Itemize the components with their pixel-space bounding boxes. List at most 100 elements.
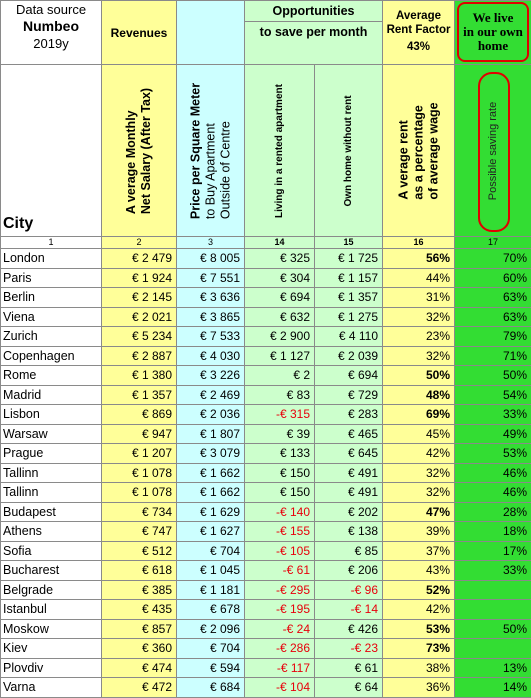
city-header: City	[1, 65, 102, 237]
column-index-row: 1 2 3 14 15 16 17	[1, 237, 531, 249]
city-cell: Paris	[1, 268, 102, 288]
own-home-savings-cell: € 1 725	[315, 249, 383, 269]
index-cell: 14	[245, 237, 315, 249]
own-home-savings-cell: -€ 23	[315, 639, 383, 659]
salary-cell: € 435	[102, 600, 177, 620]
own-home-savings-cell: € 465	[315, 424, 383, 444]
own-home-savings-cell: € 138	[315, 522, 383, 542]
price-header-line3: Outside of Centre	[218, 82, 233, 218]
city-cell: Kiev	[1, 639, 102, 659]
price-cell: € 678	[177, 600, 245, 620]
salary-cell: € 1 924	[102, 268, 177, 288]
index-cell: 15	[315, 237, 383, 249]
own-home-savings-cell: € 283	[315, 405, 383, 425]
salary-cell: € 1 380	[102, 366, 177, 386]
rent-factor-line2: Rent Factor	[385, 23, 452, 37]
price-header-top	[177, 1, 245, 65]
saving-rate-cell: 60%	[455, 268, 531, 288]
rent-factor-value: 43%	[385, 40, 452, 54]
city-cell: Varna	[1, 678, 102, 698]
salary-cell: € 1 078	[102, 463, 177, 483]
price-cell: € 594	[177, 658, 245, 678]
salary-cell: € 618	[102, 561, 177, 581]
rent-percentage-cell: 32%	[383, 307, 455, 327]
saving-rate-cell: 49%	[455, 424, 531, 444]
rent-percentage-cell: 38%	[383, 658, 455, 678]
rented-savings-cell: -€ 195	[245, 600, 315, 620]
saving-rate-cell	[455, 639, 531, 659]
price-cell: € 1 662	[177, 483, 245, 503]
salary-cell: € 947	[102, 424, 177, 444]
price-cell: € 4 030	[177, 346, 245, 366]
own-home-savings-cell: € 4 110	[315, 327, 383, 347]
rent-percentage-cell: 50%	[383, 366, 455, 386]
rent-percentage-cell: 32%	[383, 483, 455, 503]
salary-cell: € 2 479	[102, 249, 177, 269]
city-cell: Copenhagen	[1, 346, 102, 366]
saving-rate-header: Possible saving rate	[455, 65, 531, 237]
salary-cell: € 5 234	[102, 327, 177, 347]
saving-rate-cell	[455, 600, 531, 620]
price-cell: € 1 627	[177, 522, 245, 542]
rented-savings-cell: € 150	[245, 483, 315, 503]
rent-percentage-cell: 37%	[383, 541, 455, 561]
own-home-savings-cell: € 1 357	[315, 288, 383, 308]
own-home-savings-cell: € 491	[315, 483, 383, 503]
we-live-line3: home	[478, 38, 508, 53]
we-live-outline: We live in our own home	[457, 2, 529, 62]
rented-savings-cell: -€ 286	[245, 639, 315, 659]
own-header-label: Own home without rent	[343, 95, 355, 206]
rent-factor-line1: Average	[385, 9, 452, 23]
rent-percentage-cell: 47%	[383, 502, 455, 522]
salary-header-line2: Net Salary (After Tax)	[139, 87, 154, 213]
rented-savings-cell: € 150	[245, 463, 315, 483]
rent-factor-header: Average Rent Factor 43%	[383, 1, 455, 65]
rented-savings-cell: -€ 155	[245, 522, 315, 542]
price-cell: € 2 096	[177, 619, 245, 639]
rented-savings-cell: -€ 24	[245, 619, 315, 639]
rent-percentage-cell: 43%	[383, 561, 455, 581]
saving-rate-cell: 71%	[455, 346, 531, 366]
salary-cell: € 2 887	[102, 346, 177, 366]
saving-rate-cell	[455, 580, 531, 600]
price-header-line1: Price per Square Meter	[188, 82, 203, 218]
price-cell: € 2 469	[177, 385, 245, 405]
city-cell: Sofia	[1, 541, 102, 561]
rent-percentage-cell: 53%	[383, 619, 455, 639]
saving-rate-cell: 14%	[455, 678, 531, 698]
salary-cell: € 472	[102, 678, 177, 698]
salary-cell: € 2 021	[102, 307, 177, 327]
city-cell: Plovdiv	[1, 658, 102, 678]
salary-cell: € 747	[102, 522, 177, 542]
rented-savings-cell: € 694	[245, 288, 315, 308]
city-cell: Madrid	[1, 385, 102, 405]
index-cell: 17	[455, 237, 531, 249]
saving-rate-header-label: Possible saving rate	[487, 101, 499, 199]
data-source-year: 2019y	[3, 35, 99, 52]
price-cell: € 1 807	[177, 424, 245, 444]
rent-percentage-cell: 48%	[383, 385, 455, 405]
rent-percentage-cell: 42%	[383, 444, 455, 464]
rent-percentage-cell: 56%	[383, 249, 455, 269]
opportunities-subtitle: to save per month	[245, 21, 382, 40]
rent-percentage-cell: 69%	[383, 405, 455, 425]
price-cell: € 1 662	[177, 463, 245, 483]
own-home-savings-cell: € 85	[315, 541, 383, 561]
city-cell: Viena	[1, 307, 102, 327]
saving-rate-cell: 17%	[455, 541, 531, 561]
avg-rent-header: A verage rent as a percentage of average…	[383, 65, 455, 237]
own-home-savings-cell: € 426	[315, 619, 383, 639]
salary-cell: € 385	[102, 580, 177, 600]
salary-cell: € 1 207	[102, 444, 177, 464]
salary-cell: € 734	[102, 502, 177, 522]
price-cell: € 2 036	[177, 405, 245, 425]
data-source-cell: Data source Numbeo 2019y	[1, 1, 102, 65]
saving-rate-cell: 33%	[455, 561, 531, 581]
